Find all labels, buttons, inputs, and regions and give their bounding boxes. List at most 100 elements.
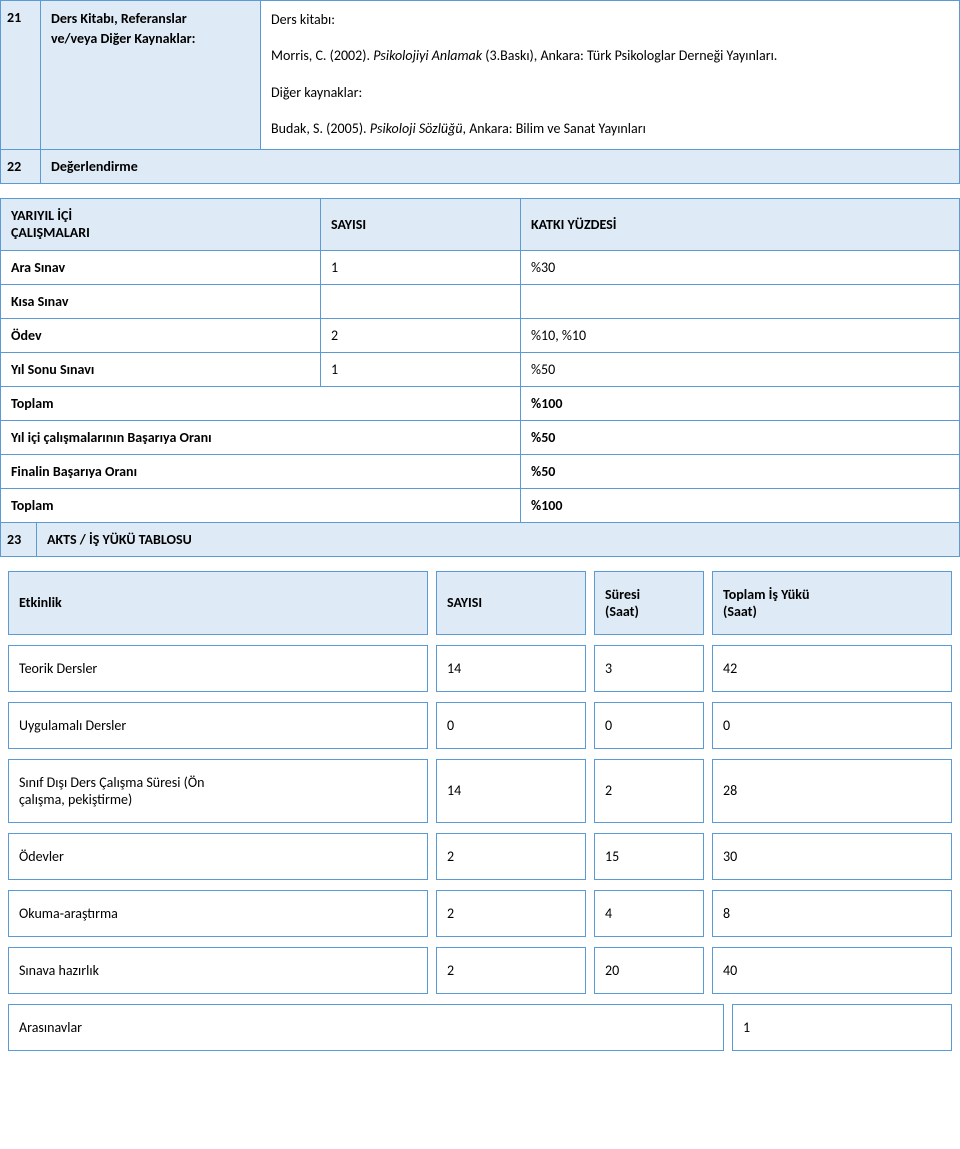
eval-r3-b: 2 bbox=[321, 318, 521, 352]
wl-row-sinif-disi: Sınıf Dışı Ders Çalışma Süresi (Ön çalış… bbox=[0, 759, 960, 823]
wl-r3-a: Sınıf Dışı Ders Çalışma Süresi (Ön çalış… bbox=[8, 759, 428, 823]
wl-r2-c: 0 bbox=[594, 702, 704, 749]
wl-r6-c: 20 bbox=[594, 947, 704, 994]
wl-h-sayisi: SAYISI bbox=[436, 571, 586, 635]
eval-header-col2: SAYISI bbox=[321, 198, 521, 250]
eval-r2-b bbox=[321, 284, 521, 318]
eval-r2-c bbox=[521, 284, 960, 318]
row-23-label: AKTS / İŞ YÜKÜ TABLOSU bbox=[37, 523, 959, 556]
row-21-content: Ders kitabı: Morris, C. (2002). Psikoloj… bbox=[261, 1, 959, 149]
wl-r3-a-l2: çalışma, pekiştirme) bbox=[19, 791, 132, 808]
row-22-label: Değerlendirme bbox=[41, 150, 959, 183]
evaluation-table: YARIYIL İÇİ ÇALIŞMALARI SAYISI KATKI YÜZ… bbox=[0, 198, 960, 557]
eval-r3-a: Ödev bbox=[1, 318, 321, 352]
wl-r1-a: Teorik Dersler bbox=[8, 645, 428, 692]
wl-r1-b: 14 bbox=[436, 645, 586, 692]
textbook-rest: (3.Baskı), Ankara: Türk Psikologlar Dern… bbox=[482, 47, 777, 64]
textbook-entry: Morris, C. (2002). Psikolojiyi Anlamak (… bbox=[271, 45, 949, 67]
wl-r6-a: Sınava hazırlık bbox=[8, 947, 428, 994]
other-source-entry: Budak, S. (2005). Psikoloji Sözlüğü, Ank… bbox=[271, 118, 949, 140]
row-21-number: 21 bbox=[1, 1, 41, 149]
textbook-heading: Ders kitabı: bbox=[271, 9, 949, 31]
wl-h-suresi: Süresi (Saat) bbox=[594, 571, 704, 635]
wl-h-toplam: Toplam İş Yükü (Saat) bbox=[712, 571, 952, 635]
wl-row-odevler: Ödevler 2 15 30 bbox=[0, 833, 960, 880]
row-23-number: 23 bbox=[1, 523, 37, 556]
eval-header-col1: YARIYIL İÇİ ÇALIŞMALARI bbox=[1, 198, 321, 250]
eval-h1-l2: ÇALIŞMALARI bbox=[11, 224, 90, 241]
wl-row-okuma: Okuma-araştırma 2 4 8 bbox=[0, 890, 960, 937]
eval-r1-c: %30 bbox=[521, 250, 960, 284]
wl-r4-b: 2 bbox=[436, 833, 586, 880]
row-21-label-line2: ve/veya Diğer Kaynaklar: bbox=[51, 30, 196, 47]
eval-r1-a: Ara Sınav bbox=[1, 250, 321, 284]
eval-row-odev: Ödev 2 %10, %10 bbox=[1, 318, 960, 352]
eval-r8-c: %100 bbox=[521, 488, 960, 522]
row-21: 21 Ders Kitabı, Referanslar ve/veya Diğe… bbox=[0, 0, 960, 149]
row-21-label-line1: Ders Kitabı, Referanslar bbox=[51, 10, 187, 27]
eval-r1-b: 1 bbox=[321, 250, 521, 284]
wl-r5-c: 4 bbox=[594, 890, 704, 937]
spacer-1 bbox=[0, 184, 960, 198]
wl-h3-l2: (Saat) bbox=[605, 603, 639, 620]
wl-h-etkinlik: Etkinlik bbox=[8, 571, 428, 635]
eval-row-kisa-sinav: Kısa Sınav bbox=[1, 284, 960, 318]
eval-r5-a: Toplam bbox=[1, 386, 521, 420]
row-21-label: Ders Kitabı, Referanslar ve/veya Diğer K… bbox=[41, 1, 261, 149]
wl-r3-d: 28 bbox=[712, 759, 952, 823]
other-source-author: Budak, S. (2005). bbox=[271, 120, 370, 137]
eval-r4-b: 1 bbox=[321, 352, 521, 386]
spacer-2 bbox=[0, 557, 960, 571]
wl-h3-l1: Süresi bbox=[605, 586, 640, 603]
eval-r7-a: Finalin Başarıya Oranı bbox=[1, 454, 521, 488]
wl-r2-d: 0 bbox=[712, 702, 952, 749]
eval-r2-a: Kısa Sınav bbox=[1, 284, 321, 318]
row-23: 23 AKTS / İŞ YÜKÜ TABLOSU bbox=[1, 522, 960, 556]
eval-header-row: YARIYIL İÇİ ÇALIŞMALARI SAYISI KATKI YÜZ… bbox=[1, 198, 960, 250]
eval-row-yil-ici: Yıl içi çalışmalarının Başarıya Oranı %5… bbox=[1, 420, 960, 454]
wl-row-teorik: Teorik Dersler 14 3 42 bbox=[0, 645, 960, 692]
wl-r4-d: 30 bbox=[712, 833, 952, 880]
eval-r5-c: %100 bbox=[521, 386, 960, 420]
eval-row-ara-sinav: Ara Sınav 1 %30 bbox=[1, 250, 960, 284]
wl-r3-b: 14 bbox=[436, 759, 586, 823]
eval-row-yil-sonu: Yıl Sonu Sınavı 1 %50 bbox=[1, 352, 960, 386]
wl-h4-l2: (Saat) bbox=[723, 603, 757, 620]
textbook-title: Psikolojiyi Anlamak bbox=[373, 47, 482, 64]
eval-r6-c: %50 bbox=[521, 420, 960, 454]
other-source-rest: , Ankara: Bilim ve Sanat Yayınları bbox=[463, 120, 646, 137]
eval-r4-a: Yıl Sonu Sınavı bbox=[1, 352, 321, 386]
wl-h4-l1: Toplam İş Yükü bbox=[723, 586, 809, 603]
row-22-number: 22 bbox=[1, 150, 41, 183]
wl-row-arasinavlar: Arasınavlar 1 bbox=[0, 1004, 960, 1051]
eval-r7-c: %50 bbox=[521, 454, 960, 488]
wl-r7-a: Arasınavlar bbox=[8, 1004, 724, 1051]
wl-row-uygulamali: Uygulamalı Dersler 0 0 0 bbox=[0, 702, 960, 749]
wl-r1-c: 3 bbox=[594, 645, 704, 692]
eval-row-toplam-2: Toplam %100 bbox=[1, 488, 960, 522]
row-22: 22 Değerlendirme bbox=[0, 149, 960, 184]
wl-r3-c: 2 bbox=[594, 759, 704, 823]
eval-row-final: Finalin Başarıya Oranı %50 bbox=[1, 454, 960, 488]
wl-row-sinava-hazirlik: Sınava hazırlık 2 20 40 bbox=[0, 947, 960, 994]
eval-r8-a: Toplam bbox=[1, 488, 521, 522]
wl-r6-d: 40 bbox=[712, 947, 952, 994]
wl-r2-b: 0 bbox=[436, 702, 586, 749]
eval-h1-l1: YARIYIL İÇİ bbox=[11, 207, 72, 224]
workload-header-row: Etkinlik SAYISI Süresi (Saat) Toplam İş … bbox=[8, 571, 952, 635]
wl-r5-d: 8 bbox=[712, 890, 952, 937]
workload-header: Etkinlik SAYISI Süresi (Saat) Toplam İş … bbox=[0, 571, 960, 635]
wl-r1-d: 42 bbox=[712, 645, 952, 692]
eval-r6-a: Yıl içi çalışmalarının Başarıya Oranı bbox=[1, 420, 521, 454]
textbook-author: Morris, C. (2002). bbox=[271, 47, 373, 64]
other-source-title: Psikoloji Sözlüğü bbox=[370, 120, 463, 137]
wl-r3-a-l1: Sınıf Dışı Ders Çalışma Süresi (Ön bbox=[19, 774, 205, 791]
wl-r5-a: Okuma-araştırma bbox=[8, 890, 428, 937]
other-sources-heading: Diğer kaynaklar: bbox=[271, 82, 949, 104]
wl-r6-b: 2 bbox=[436, 947, 586, 994]
wl-r2-a: Uygulamalı Dersler bbox=[8, 702, 428, 749]
eval-header-col3: KATKI YÜZDESİ bbox=[521, 198, 960, 250]
eval-r4-c: %50 bbox=[521, 352, 960, 386]
wl-r5-b: 2 bbox=[436, 890, 586, 937]
wl-r4-c: 15 bbox=[594, 833, 704, 880]
